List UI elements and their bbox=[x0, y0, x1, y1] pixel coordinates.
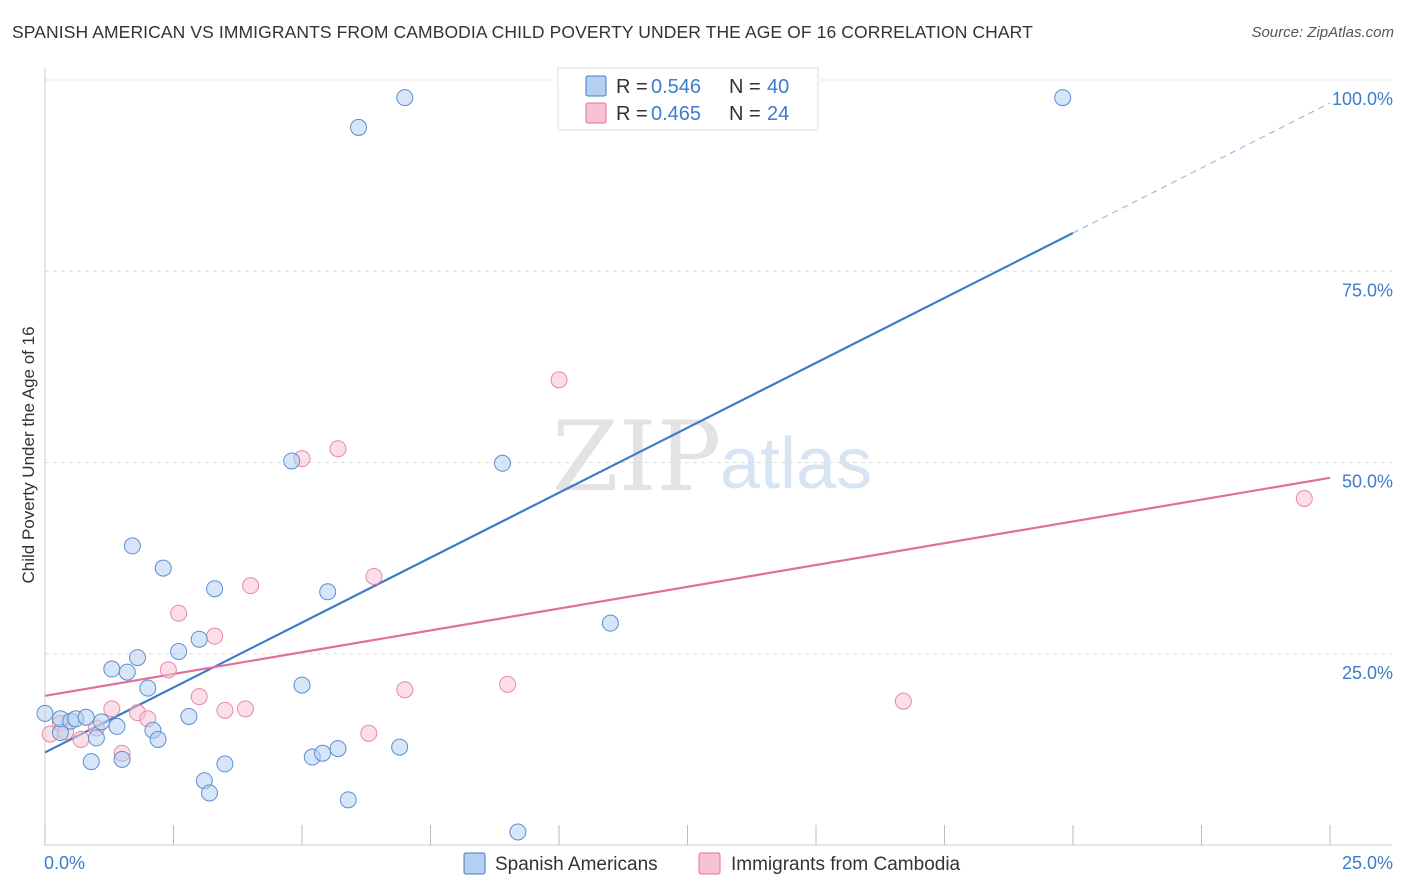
point-spanish-americans bbox=[601, 614, 619, 632]
point-spanish-americans bbox=[170, 642, 188, 660]
gridlines bbox=[45, 79, 1392, 655]
point-spanish-americans bbox=[283, 452, 301, 470]
point-immigrants-from-cambodia bbox=[360, 724, 378, 742]
point-spanish-americans bbox=[87, 729, 105, 747]
watermark-zip: ZIP bbox=[552, 401, 721, 513]
point-spanish-americans bbox=[396, 89, 414, 107]
point-spanish-americans bbox=[206, 580, 224, 598]
trend-lines bbox=[44, 102, 1331, 754]
point-immigrants-from-cambodia bbox=[103, 700, 121, 718]
point-spanish-americans bbox=[319, 583, 337, 601]
point-spanish-americans bbox=[339, 791, 357, 809]
legend-r-value-pink: 0.465 bbox=[651, 103, 701, 125]
point-immigrants-from-cambodia bbox=[499, 675, 517, 693]
point-spanish-americans bbox=[129, 649, 147, 667]
point-spanish-americans bbox=[350, 118, 368, 136]
y-tick-label: 100.0% bbox=[1332, 89, 1393, 109]
point-immigrants-from-cambodia bbox=[550, 371, 568, 389]
point-spanish-americans bbox=[149, 730, 167, 748]
axes bbox=[44, 68, 1392, 846]
point-immigrants-from-cambodia bbox=[72, 730, 90, 748]
point-spanish-americans bbox=[509, 823, 527, 841]
point-spanish-americans bbox=[82, 753, 100, 771]
point-spanish-americans bbox=[200, 784, 218, 802]
legend: R = 0.546 N = 40 R = 0.465 N = 24 bbox=[557, 67, 819, 131]
point-spanish-americans bbox=[93, 713, 111, 731]
bottom-legend-label-blue: Spanish Americans bbox=[495, 854, 658, 875]
legend-r-label: R = bbox=[616, 76, 648, 98]
y-tick-label: 50.0% bbox=[1342, 472, 1393, 492]
legend-n-value-pink: 24 bbox=[767, 103, 789, 125]
legend-n-value-blue: 40 bbox=[767, 76, 789, 98]
y-tick-label: 25.0% bbox=[1342, 663, 1393, 683]
point-spanish-americans bbox=[36, 704, 54, 722]
chart-title: SPANISH AMERICAN VS IMMIGRANTS FROM CAMB… bbox=[12, 22, 1033, 42]
point-spanish-americans bbox=[216, 755, 234, 773]
point-spanish-americans bbox=[1054, 89, 1072, 107]
point-immigrants-from-cambodia bbox=[170, 604, 188, 622]
legend-r-label: R = bbox=[616, 103, 648, 125]
point-immigrants-from-cambodia bbox=[159, 661, 177, 679]
trend-line-immigrants-from-cambodia bbox=[44, 476, 1331, 697]
x-tick-label: 25.0% bbox=[1342, 853, 1393, 873]
legend-n-label: N = bbox=[729, 103, 761, 125]
point-immigrants-from-cambodia bbox=[1295, 489, 1313, 507]
point-spanish-americans bbox=[180, 707, 198, 725]
trend-line-spanish-americans-extension bbox=[1072, 102, 1331, 234]
point-immigrants-from-cambodia bbox=[894, 692, 912, 710]
point-spanish-americans bbox=[108, 717, 126, 735]
point-immigrants-from-cambodia bbox=[242, 577, 260, 595]
watermark-atlas: atlas bbox=[720, 424, 872, 504]
point-spanish-americans bbox=[314, 744, 332, 762]
point-spanish-americans bbox=[123, 537, 141, 555]
legend-n-label: N = bbox=[729, 76, 761, 98]
bottom-legend: Spanish Americans Immigrants from Cambod… bbox=[463, 852, 961, 875]
bottom-legend-swatch-blue bbox=[463, 852, 486, 875]
x-tick-label: 0.0% bbox=[44, 853, 85, 873]
point-immigrants-from-cambodia bbox=[206, 627, 224, 645]
point-spanish-americans bbox=[113, 750, 131, 768]
point-immigrants-from-cambodia bbox=[236, 700, 254, 718]
point-spanish-americans bbox=[103, 660, 121, 678]
point-spanish-americans bbox=[493, 454, 511, 472]
point-spanish-americans bbox=[139, 679, 157, 697]
y-tick-label: 75.0% bbox=[1342, 280, 1393, 300]
point-spanish-americans bbox=[118, 663, 136, 681]
trend-line-spanish-americans bbox=[44, 232, 1074, 754]
legend-swatch-pink bbox=[585, 102, 607, 124]
point-spanish-americans bbox=[329, 740, 347, 758]
legend-swatch-blue bbox=[585, 75, 607, 97]
point-spanish-americans bbox=[293, 676, 311, 694]
bottom-legend-label-pink: Immigrants from Cambodia bbox=[731, 854, 961, 875]
point-immigrants-from-cambodia bbox=[190, 688, 208, 706]
point-immigrants-from-cambodia bbox=[396, 681, 414, 699]
tick-labels: 25.0% 50.0% 75.0% 100.0% 0.0% 25.0% bbox=[44, 89, 1393, 873]
y-axis-label: Child Poverty Under the Age of 16 bbox=[19, 326, 38, 583]
point-immigrants-from-cambodia bbox=[329, 440, 347, 458]
point-immigrants-from-cambodia bbox=[365, 567, 383, 585]
point-spanish-americans bbox=[77, 708, 95, 726]
point-spanish-americans bbox=[391, 738, 409, 756]
bottom-legend-swatch-pink bbox=[698, 852, 721, 875]
point-spanish-americans bbox=[190, 630, 208, 648]
data-points bbox=[36, 89, 1313, 841]
legend-r-value-blue: 0.546 bbox=[651, 76, 701, 98]
point-spanish-americans bbox=[154, 559, 172, 577]
point-immigrants-from-cambodia bbox=[216, 701, 234, 719]
source-credit: Source: ZipAtlas.com bbox=[1251, 24, 1394, 41]
